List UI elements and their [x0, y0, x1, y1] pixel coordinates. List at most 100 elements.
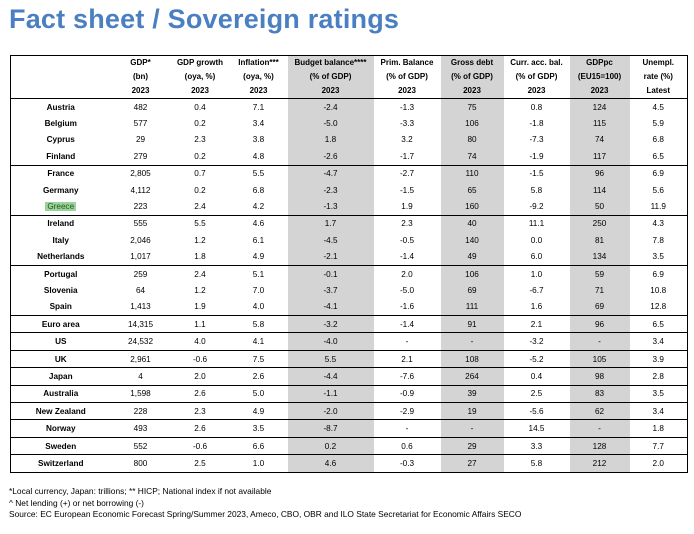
country-cell: Cyprus — [11, 132, 111, 148]
country-cell: Euro area — [10, 315, 111, 333]
country-cell: US — [10, 332, 111, 351]
value-cell: 577 — [133, 119, 148, 129]
value-cell: 5.8 — [229, 315, 288, 333]
value-cell: -5.2 — [503, 349, 570, 368]
value-cell: 4.6 — [229, 214, 288, 233]
value-cell: 5.0 — [229, 384, 288, 403]
value-cell: 4.9 — [229, 402, 288, 420]
country-name: France — [47, 169, 75, 179]
value-cell: 1,413 — [130, 302, 151, 312]
country-cell: Ireland — [10, 214, 111, 233]
value-cell: 7.7 — [629, 436, 688, 455]
col-header: Budget balance**** — [287, 55, 374, 70]
value-cell: 6.8 — [652, 135, 664, 145]
value-cell: 50 — [569, 198, 630, 216]
value-cell: 83 — [569, 384, 630, 403]
value-cell: 106 — [440, 115, 504, 132]
value-cell: 6.5 — [652, 151, 664, 161]
col-year: 2023 — [170, 84, 230, 99]
value-cell: -3.3 — [399, 119, 415, 129]
value-cell: 3.2 — [401, 135, 413, 145]
table-row: New Zealand 228 2.3 4.9 -2.0 -2.9 19 -5.6 62 3.4 — [10, 402, 688, 420]
table-row: Sweden 552 -0.6 6.6 0.2 0.6 29 3.3 128 7.7 — [10, 436, 688, 455]
value-cell: 6.5 — [629, 315, 688, 333]
value-cell: 2.3 — [373, 214, 441, 233]
value-cell: -0.3 — [373, 454, 441, 473]
value-cell: 250 — [569, 214, 630, 233]
footnote: *Local currency, Japan: trillions; ** HI… — [9, 486, 272, 496]
country-name: Euro area — [41, 319, 80, 329]
country-name: Finland — [46, 151, 76, 161]
country-cell: France — [10, 164, 111, 182]
value-cell: 2.3 — [170, 402, 230, 420]
value-cell: 6.6 — [229, 436, 288, 455]
country-name: UK — [54, 354, 67, 364]
value-cell: 1.1 — [170, 315, 230, 333]
value-cell: 2.8 — [629, 367, 688, 386]
value-cell: -2.7 — [373, 164, 441, 182]
value-cell: -1.4 — [373, 315, 441, 333]
value-cell: 7.8 — [652, 235, 664, 245]
col-header: GDPpc — [569, 55, 630, 70]
country-name: Netherlands — [37, 252, 85, 262]
value-cell: 59 — [569, 264, 630, 283]
country-cell: Austria — [11, 99, 111, 116]
footnotes: *Local currency, Japan: trillions; ** HI… — [9, 486, 521, 521]
table-row: Portugal 259 2.4 5.1 -0.1 2.0 106 1.0 59 6.9 — [10, 264, 688, 283]
country-name: Switzerland — [38, 458, 84, 468]
value-cell: 212 — [569, 454, 630, 473]
value-cell: 4.2 — [252, 202, 265, 212]
value-cell: 124 — [569, 98, 630, 116]
value-cell: -0.5 — [399, 235, 415, 245]
col-header: GDP growth — [176, 58, 224, 67]
value-cell: 4.6 — [287, 454, 374, 473]
value-cell: 134 — [569, 248, 630, 266]
table-row: Greece 223 2.4 4.2 -1.3 1.9 160 -9.2 50 11.9 — [11, 198, 688, 216]
table-body: Austria 482 0.4 7.1 -2.4 -1.3 75 0.8 124 4.5 Belgi… — [10, 98, 688, 473]
value-cell: 4.9 — [252, 252, 265, 262]
fact-sheet-table: GDP* GDP growth Inflation*** Budget bala… — [10, 55, 688, 473]
value-cell: 128 — [569, 436, 630, 455]
value-cell: 80 — [440, 131, 504, 149]
country-name: Ireland — [47, 219, 75, 229]
value-cell: 1.9 — [194, 302, 206, 312]
value-cell: 69 — [440, 282, 504, 299]
value-cell: 69 — [569, 298, 630, 316]
value-cell: 2.1 — [503, 315, 570, 333]
value-cell: 3.4 — [629, 402, 688, 420]
value-cell: -1.7 — [399, 151, 415, 161]
value-cell: 7.0 — [252, 285, 265, 295]
value-cell: 19 — [440, 402, 504, 420]
col-header: Prim. Balance — [380, 58, 434, 67]
value-cell: -7.3 — [529, 135, 544, 145]
value-cell: 1.8 — [629, 419, 688, 438]
country-cell: Finland — [11, 148, 111, 165]
value-cell: 4.8 — [252, 151, 265, 161]
value-cell: 11.1 — [503, 214, 570, 233]
table-row: Belgium 577 0.2 3.4 -5.0 -3.3 106 -1.8 115 5.9 — [11, 115, 688, 132]
country-cell: Netherlands — [11, 249, 111, 266]
country-cell: Japan — [10, 367, 111, 386]
value-cell: 64 — [135, 285, 146, 295]
value-cell: 5.8 — [530, 185, 543, 195]
table-row: Australia 1,598 2.6 5.0 -1.1 -0.9 39 2.5 83 3.5 — [10, 384, 688, 403]
value-cell: -5.6 — [503, 402, 570, 420]
value-cell: -7.6 — [373, 367, 441, 386]
value-cell: 5.5 — [170, 214, 230, 233]
table-row: Finland 279 0.2 4.8 -2.6 -1.7 74 -1.9 117 6.5 — [11, 148, 688, 166]
value-cell: - — [440, 419, 504, 438]
value-cell: -4.1 — [287, 298, 374, 316]
value-cell: 0.2 — [287, 436, 374, 455]
col-unit: (% of GDP) — [515, 72, 558, 81]
value-cell: -4.7 — [287, 164, 374, 182]
value-cell: 1.2 — [194, 285, 206, 295]
value-cell: 3.8 — [252, 135, 265, 145]
value-cell: 2.4 — [194, 202, 206, 212]
value-cell: -1.5 — [399, 185, 415, 195]
value-cell: -0.6 — [170, 436, 230, 455]
value-cell: 800 — [110, 454, 171, 473]
value-cell: 71 — [569, 282, 630, 299]
value-cell: 6.9 — [629, 164, 688, 182]
table-row: France 2,805 0.7 5.5 -4.7 -2.7 110 -1.5 96 6.9 — [10, 164, 688, 182]
country-name: Spain — [49, 302, 72, 312]
